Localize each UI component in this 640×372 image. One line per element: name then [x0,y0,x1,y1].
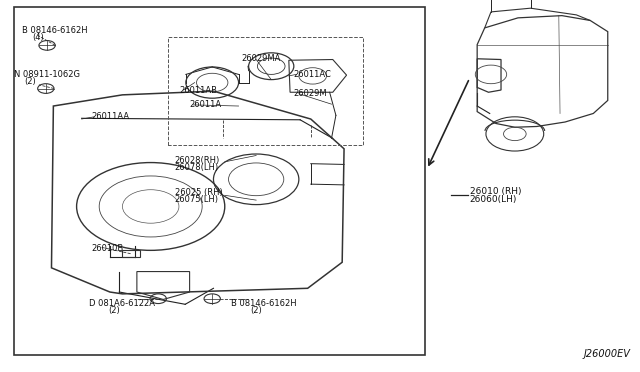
Text: 26078(LH): 26078(LH) [175,163,219,172]
Text: 26028(RH): 26028(RH) [175,156,220,165]
Text: 26025 (RH): 26025 (RH) [175,188,222,197]
FancyBboxPatch shape [14,7,425,355]
Text: 26011AC: 26011AC [294,70,332,79]
Text: 26011A: 26011A [189,100,221,109]
Text: (2): (2) [24,77,36,86]
Text: B 08146-6162H: B 08146-6162H [22,26,88,35]
Text: B 08146-6162H: B 08146-6162H [231,299,297,308]
Text: (2): (2) [108,306,120,315]
Text: N 08911-1062G: N 08911-1062G [14,70,80,79]
Text: D 081A6-6122A: D 081A6-6122A [89,299,155,308]
Text: 26010B: 26010B [91,244,124,253]
Text: 26060(LH): 26060(LH) [470,195,517,203]
Text: 26029M: 26029M [294,89,328,98]
Text: J26000EV: J26000EV [584,349,631,359]
Text: (4): (4) [33,33,44,42]
Text: 26010 (RH): 26010 (RH) [470,187,521,196]
Text: 26075(LH): 26075(LH) [175,195,218,204]
Text: 26011AB: 26011AB [179,86,217,94]
Text: (2): (2) [250,306,262,315]
Text: 26011AA: 26011AA [91,112,129,121]
Bar [122,250,140,257]
Text: 26029MA: 26029MA [242,54,281,63]
